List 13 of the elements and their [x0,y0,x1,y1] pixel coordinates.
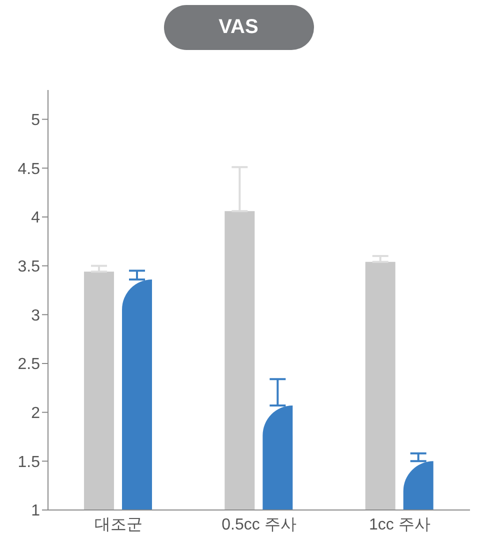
chart-title: VAS [164,5,314,50]
y-tick-label: 4 [31,210,40,227]
y-tick-label: 4.5 [18,160,40,178]
y-tick-label: 2 [31,405,40,422]
y-tick-label: 1.5 [18,454,40,471]
y-tick-label: 2.5 [18,356,40,374]
y-tick-label: 3.5 [18,258,40,276]
x-tick-label: 0.5cc 주사 [222,516,296,534]
y-tick-label: 1 [31,502,40,520]
y-tick-label: 5 [31,112,40,129]
x-tick-label: 1cc 주사 [368,516,430,534]
y-tick-label: 3 [31,307,40,324]
x-tick-label: 대조군 [94,516,142,534]
